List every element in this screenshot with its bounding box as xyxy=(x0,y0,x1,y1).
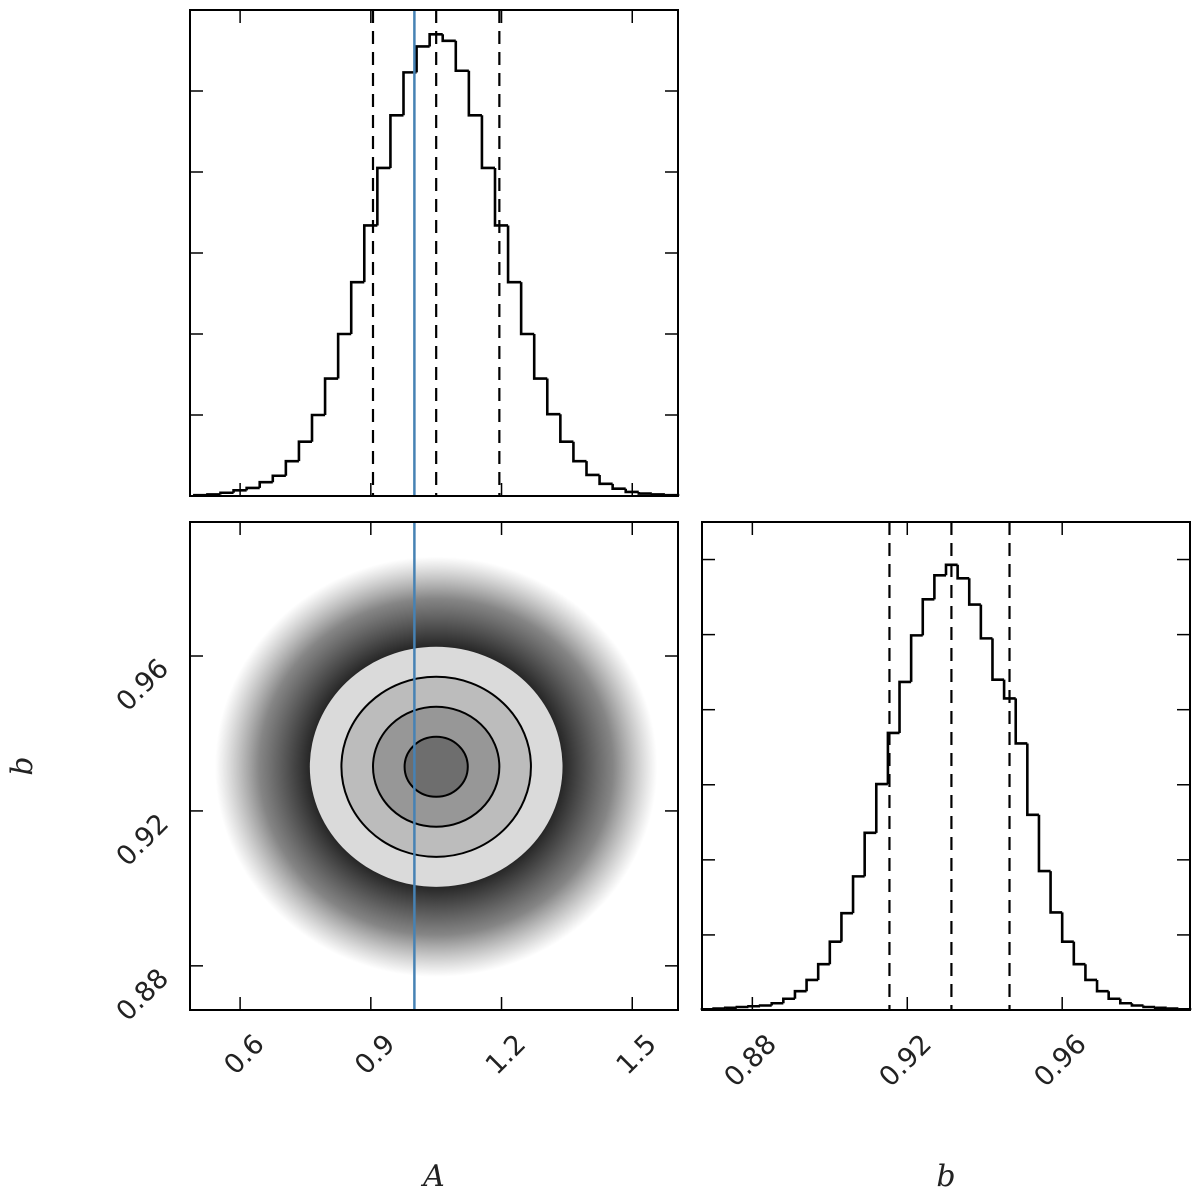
histogram-step xyxy=(723,1006,737,1010)
histogram-step xyxy=(886,731,900,785)
histogram-step xyxy=(362,224,378,283)
histogram-step xyxy=(349,280,365,334)
histogram-step xyxy=(545,378,561,416)
histogram-step xyxy=(506,225,522,284)
histogram-step xyxy=(532,334,548,380)
histogram-step xyxy=(323,377,339,415)
histogram-step xyxy=(851,875,865,914)
panel: 0.6 0.9 1.2 1.5 0.88 0.92 0.96 Ab xyxy=(5,521,679,1192)
density-level xyxy=(403,735,469,798)
histogram-step xyxy=(863,831,877,877)
y-tick-label: 0.92 xyxy=(111,808,175,872)
histogram-step xyxy=(898,680,912,733)
histogram-step xyxy=(284,459,299,476)
histogram-step xyxy=(1060,912,1074,943)
histogram-step xyxy=(747,1004,761,1008)
histogram-step xyxy=(1037,814,1051,873)
histogram-step xyxy=(559,414,574,444)
histogram-step xyxy=(598,474,613,486)
histogram-step xyxy=(793,989,807,999)
panel-frame xyxy=(701,521,1191,1011)
histogram-step xyxy=(428,33,443,47)
histogram-step xyxy=(1095,979,1109,993)
histogram-step xyxy=(770,1001,784,1006)
x-tick-label: 0.88 xyxy=(718,1029,782,1093)
histogram-step xyxy=(1165,1007,1179,1010)
histogram-step xyxy=(245,486,260,491)
histogram-step xyxy=(956,564,970,580)
histogram-step xyxy=(376,166,391,226)
histogram-step xyxy=(874,782,888,833)
histogram-step xyxy=(480,115,495,170)
histogram-step xyxy=(219,491,234,495)
histogram-step xyxy=(1014,698,1028,745)
histogram-step xyxy=(758,1004,772,1007)
histogram-step xyxy=(454,40,469,73)
histogram-step xyxy=(572,441,587,463)
histogram-step xyxy=(1049,871,1063,914)
histogram-step xyxy=(782,997,795,1004)
histogram-step xyxy=(637,491,652,495)
histogram-step xyxy=(493,167,509,227)
x-tick-label: 1.5 xyxy=(610,1029,662,1081)
histogram-step xyxy=(1026,743,1039,817)
histogram-step xyxy=(441,34,456,43)
histogram-step xyxy=(585,461,600,477)
histogram-step xyxy=(258,480,273,488)
histogram-step xyxy=(921,598,935,636)
histogram-step xyxy=(297,440,312,462)
histogram-step xyxy=(650,493,665,496)
density-area xyxy=(215,556,658,977)
histogram-step xyxy=(979,604,993,640)
histogram-step xyxy=(271,474,286,483)
x-axis-label: b xyxy=(936,1159,955,1192)
histogram-step xyxy=(1142,1005,1156,1009)
histogram-step xyxy=(840,911,854,942)
histogram-step xyxy=(1072,941,1086,966)
histogram-step xyxy=(336,332,352,379)
histogram-step xyxy=(1130,1003,1144,1007)
histogram-step xyxy=(735,1005,749,1009)
histogram-step xyxy=(232,489,247,493)
histogram-step xyxy=(933,574,946,600)
panel xyxy=(189,9,680,497)
histogram-step xyxy=(310,413,326,442)
y-axis-label: b xyxy=(5,756,40,775)
histogram-step xyxy=(944,563,958,576)
histogram-step xyxy=(816,962,830,980)
histogram-step xyxy=(909,634,923,682)
histogram-step xyxy=(402,71,417,116)
histogram-step xyxy=(828,940,842,965)
x-tick-label: 1.2 xyxy=(480,1029,532,1081)
histogram-step xyxy=(1153,1006,1167,1010)
histogram-step xyxy=(967,578,981,606)
panel-frame xyxy=(189,521,679,1011)
x-tick-label: 0.96 xyxy=(1028,1029,1092,1093)
histogram-step xyxy=(1118,998,1132,1005)
histogram-step xyxy=(415,45,430,73)
x-tick-label: 0.9 xyxy=(349,1029,401,1081)
panel: 0.88 0.92 0.96 b xyxy=(700,521,1192,1192)
y-tick-label: 0.88 xyxy=(111,963,175,1027)
histogram-step xyxy=(624,488,639,494)
histogram-step xyxy=(519,282,535,336)
histogram-step xyxy=(1107,991,1121,1001)
histogram-step xyxy=(991,638,1005,681)
histogram-step xyxy=(467,70,482,117)
x-axis-label: A xyxy=(420,1159,445,1192)
histogram-step xyxy=(611,483,626,491)
histogram-step xyxy=(1002,679,1016,700)
panel-frame xyxy=(189,9,679,497)
histogram-step xyxy=(389,114,404,168)
x-tick-label: 0.92 xyxy=(873,1029,937,1093)
y-tick-label: 0.96 xyxy=(111,653,175,717)
histogram-step xyxy=(206,493,221,496)
histogram-step xyxy=(805,978,819,992)
histogram-step xyxy=(1084,964,1098,982)
x-tick-label: 0.6 xyxy=(218,1029,270,1081)
